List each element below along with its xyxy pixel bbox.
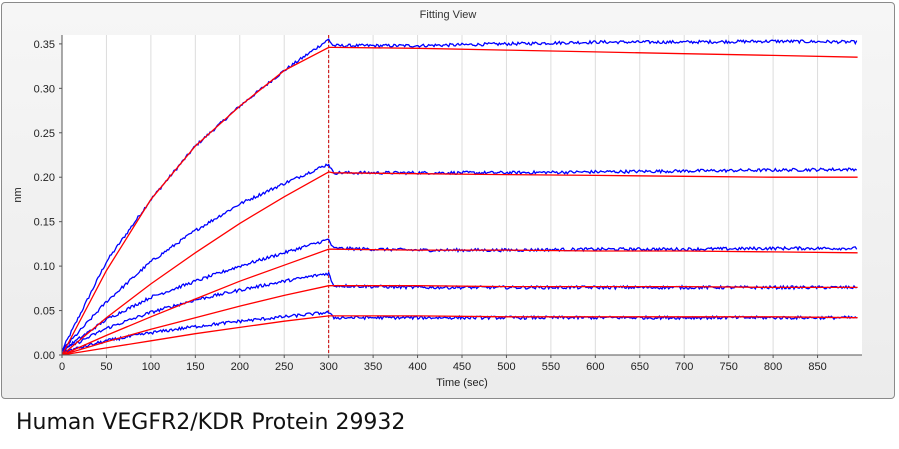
x-tick-label: 150 [186, 361, 204, 373]
x-axis-label: Time (sec) [436, 377, 488, 389]
x-tick-label: 800 [764, 361, 782, 373]
y-axis-ticks: 0.00 0.05 0.10 0.15 0.20 0.25 0.30 0.35 [34, 39, 62, 362]
y-tick-label: 0.25 [34, 128, 55, 140]
x-tick-label: 500 [497, 361, 515, 373]
x-tick-label: 100 [142, 361, 160, 373]
panel-title: Fitting View [419, 9, 477, 21]
sensorgram-traces [61, 38, 858, 356]
x-tick-label: 50 [100, 361, 112, 373]
x-tick-label: 400 [408, 361, 426, 373]
x-tick-label: 650 [631, 361, 649, 373]
y-axis-label: nm [12, 187, 24, 202]
fitting-chart: 0 50 100 150 200 250 300 350 400 450 500 550 600 650 7… [12, 35, 862, 389]
x-tick-label: 700 [675, 361, 693, 373]
y-tick-label: 0.20 [34, 172, 55, 184]
x-tick-label: 450 [453, 361, 471, 373]
x-tick-label: 550 [542, 361, 560, 373]
measured-trace [61, 163, 858, 352]
x-tick-label: 0 [59, 361, 65, 373]
y-tick-label: 0.00 [34, 350, 55, 362]
y-tick-label: 0.35 [34, 39, 55, 51]
grid-lines [105, 35, 819, 355]
fit-curve [61, 315, 858, 356]
y-tick-label: 0.15 [34, 217, 55, 229]
x-tick-label: 300 [319, 361, 337, 373]
x-tick-label: 250 [275, 361, 293, 373]
x-tick-label: 200 [231, 361, 249, 373]
x-tick-label: 750 [719, 361, 737, 373]
x-axis-ticks: 0 50 100 150 200 250 300 350 400 450 500 550 600 650 7… [59, 355, 827, 373]
measured-trace [61, 238, 858, 353]
fit-curve [61, 46, 858, 356]
y-tick-label: 0.05 [34, 306, 55, 318]
x-tick-label: 350 [364, 361, 382, 373]
fit-curve [61, 248, 858, 356]
figure-caption: Human VEGFR2/KDR Protein 29932 [16, 410, 406, 435]
x-tick-label: 850 [808, 361, 826, 373]
x-tick-label: 600 [586, 361, 604, 373]
fit-curve [61, 171, 858, 356]
y-tick-label: 0.30 [34, 83, 55, 95]
fit-curve [61, 285, 858, 356]
y-tick-label: 0.10 [34, 261, 55, 273]
